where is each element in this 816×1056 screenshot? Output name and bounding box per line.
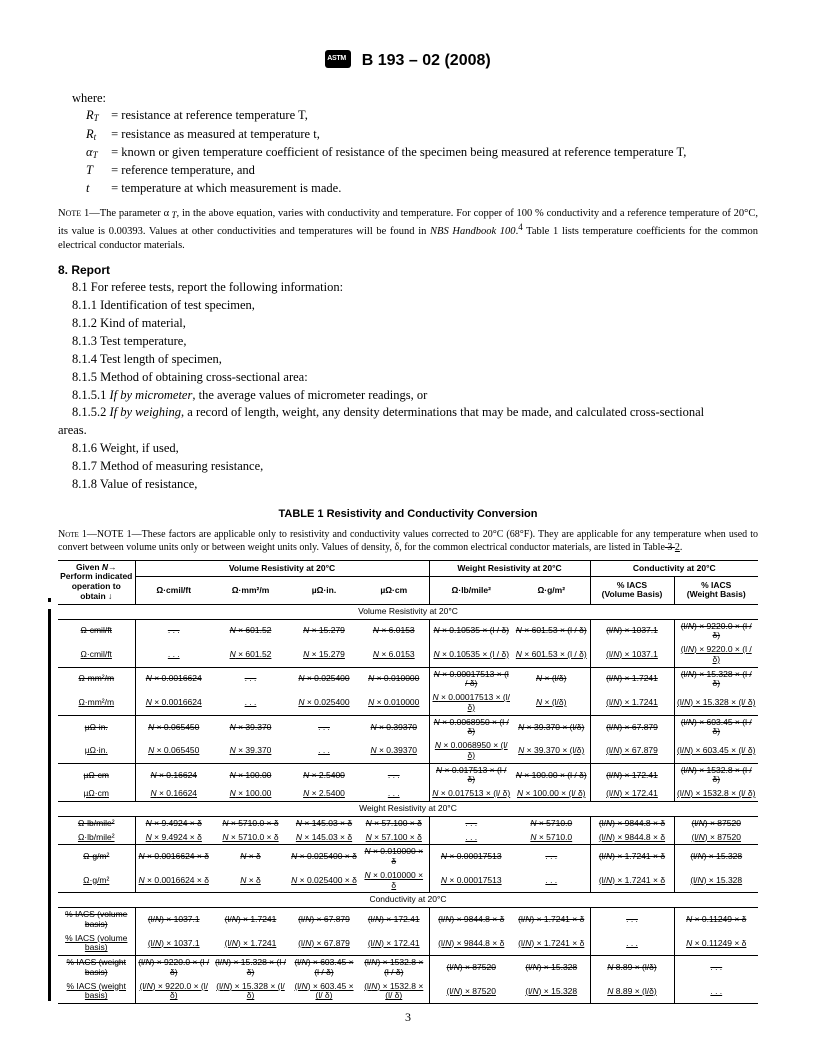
table-1-note: Note 1—NOTE 1—These factors are applicab… [58, 528, 758, 554]
s8-1-4: 8.1.4 Test length of specimen, [58, 351, 758, 368]
s8-1-5-2b: areas. [58, 422, 758, 439]
s8-1: 8.1 For referee tests, report the follow… [58, 279, 758, 296]
where-label: where: [58, 90, 758, 107]
table-row: µΩ·in.N × 0.065450N × 39.370. . .N × 0.3… [58, 715, 758, 739]
astm-logo [325, 50, 351, 68]
sec-cond: Conductivity at 20°C [58, 893, 758, 908]
table-row: µΩ·cmN × 0.16624N × 100.00N × 2.5400. . … [58, 787, 758, 801]
s8-1-2: 8.1.2 Kind of material, [58, 315, 758, 332]
table-row: % IACS (weight basis)(l/N) × 9220.0 × (l… [58, 980, 758, 1004]
s8-1-6: 8.1.6 Weight, if used, [58, 440, 758, 457]
definition-line: RT = resistance at reference temperature… [58, 107, 758, 124]
s8-1-5: 8.1.5 Method of obtaining cross-sectiona… [58, 369, 758, 386]
table-row: µΩ·in.N × 0.065450N × 39.370. . .N × 0.3… [58, 739, 758, 763]
section-8-head: 8. Report [58, 262, 758, 278]
table-1-title: TABLE 1 Resistivity and Conductivity Con… [58, 507, 758, 522]
s8-1-1: 8.1.1 Identification of test specimen, [58, 297, 758, 314]
page-number: 3 [0, 1010, 816, 1025]
change-bar-1 [48, 598, 51, 602]
s8-1-3: 8.1.3 Test temperature, [58, 333, 758, 350]
note-1: NOTE 1—The parameter α T, in the above e… [58, 207, 758, 252]
table-row: µΩ·cmN × 0.16624N × 100.00N × 2.5400. . … [58, 763, 758, 787]
th-given: Given N→ Perform indicated operation to … [58, 560, 135, 604]
table-row: Ω·lb/mile²N × 9.4924 × δN × 5710.0 × δN … [58, 816, 758, 830]
sec-wt: Weight Resistivity at 20°C [58, 801, 758, 816]
s8-1-7: 8.1.7 Method of measuring resistance, [58, 458, 758, 475]
table-row: Ω·cmil/ft. . .N × 601.52N × 15.279N × 6.… [58, 643, 758, 667]
definition-line: t = temperature at which measurement is … [58, 180, 758, 197]
table-row: Ω·cmil/ft. . .N × 601.52N × 15.279N × 6.… [58, 619, 758, 643]
table-row: Ω·g/m²N × 0.0016624 × δN × δN × 0.025400… [58, 869, 758, 893]
s8-1-5-1: 8.1.5.1 If by micrometer, the average va… [58, 387, 758, 404]
th-volres: Volume Resistivity at 20°C [135, 560, 429, 577]
designation: B 193 – 02 (2008) [362, 52, 491, 69]
table-row: % IACS (weight basis)(l/N) × 9220.0 × (l… [58, 956, 758, 980]
change-bar-2 [48, 609, 51, 1001]
definition-line: Rt = resistance as measured at temperatu… [58, 126, 758, 143]
table-row: % IACS (volume basis)(l/N) × 1037.1(l/N)… [58, 908, 758, 932]
table-row: Ω·mm²/mN × 0.0016624. . .N × 0.025400N ×… [58, 667, 758, 691]
th-wtres: Weight Resistivity at 20°C [429, 560, 590, 577]
conversion-table: Given N→ Perform indicated operation to … [58, 560, 758, 1009]
definition-line: T = reference temperature, and [58, 162, 758, 179]
table-row: % IACS (volume basis)(l/N) × 1037.1(l/N)… [58, 932, 758, 956]
s8-1-8: 8.1.8 Value of resistance, [58, 476, 758, 493]
sec-vol: Volume Resistivity at 20°C [58, 604, 758, 619]
s8-1-5-2: 8.1.5.2 If by weighing, a record of leng… [58, 404, 758, 421]
definition-line: αT = known or given temperature coeffici… [58, 144, 758, 161]
th-cond: Conductivity at 20°C [590, 560, 758, 577]
table-row: Ω·lb/mile²N × 9.4924 × δN × 5710.0 × δN … [58, 831, 758, 845]
document-header: B 193 – 02 (2008) [58, 50, 758, 72]
table-row: Ω·g/m²N × 0.0016624 × δN × δN × 0.025400… [58, 845, 758, 869]
table-row: Ω·mm²/mN × 0.0016624. . .N × 0.025400N ×… [58, 691, 758, 715]
